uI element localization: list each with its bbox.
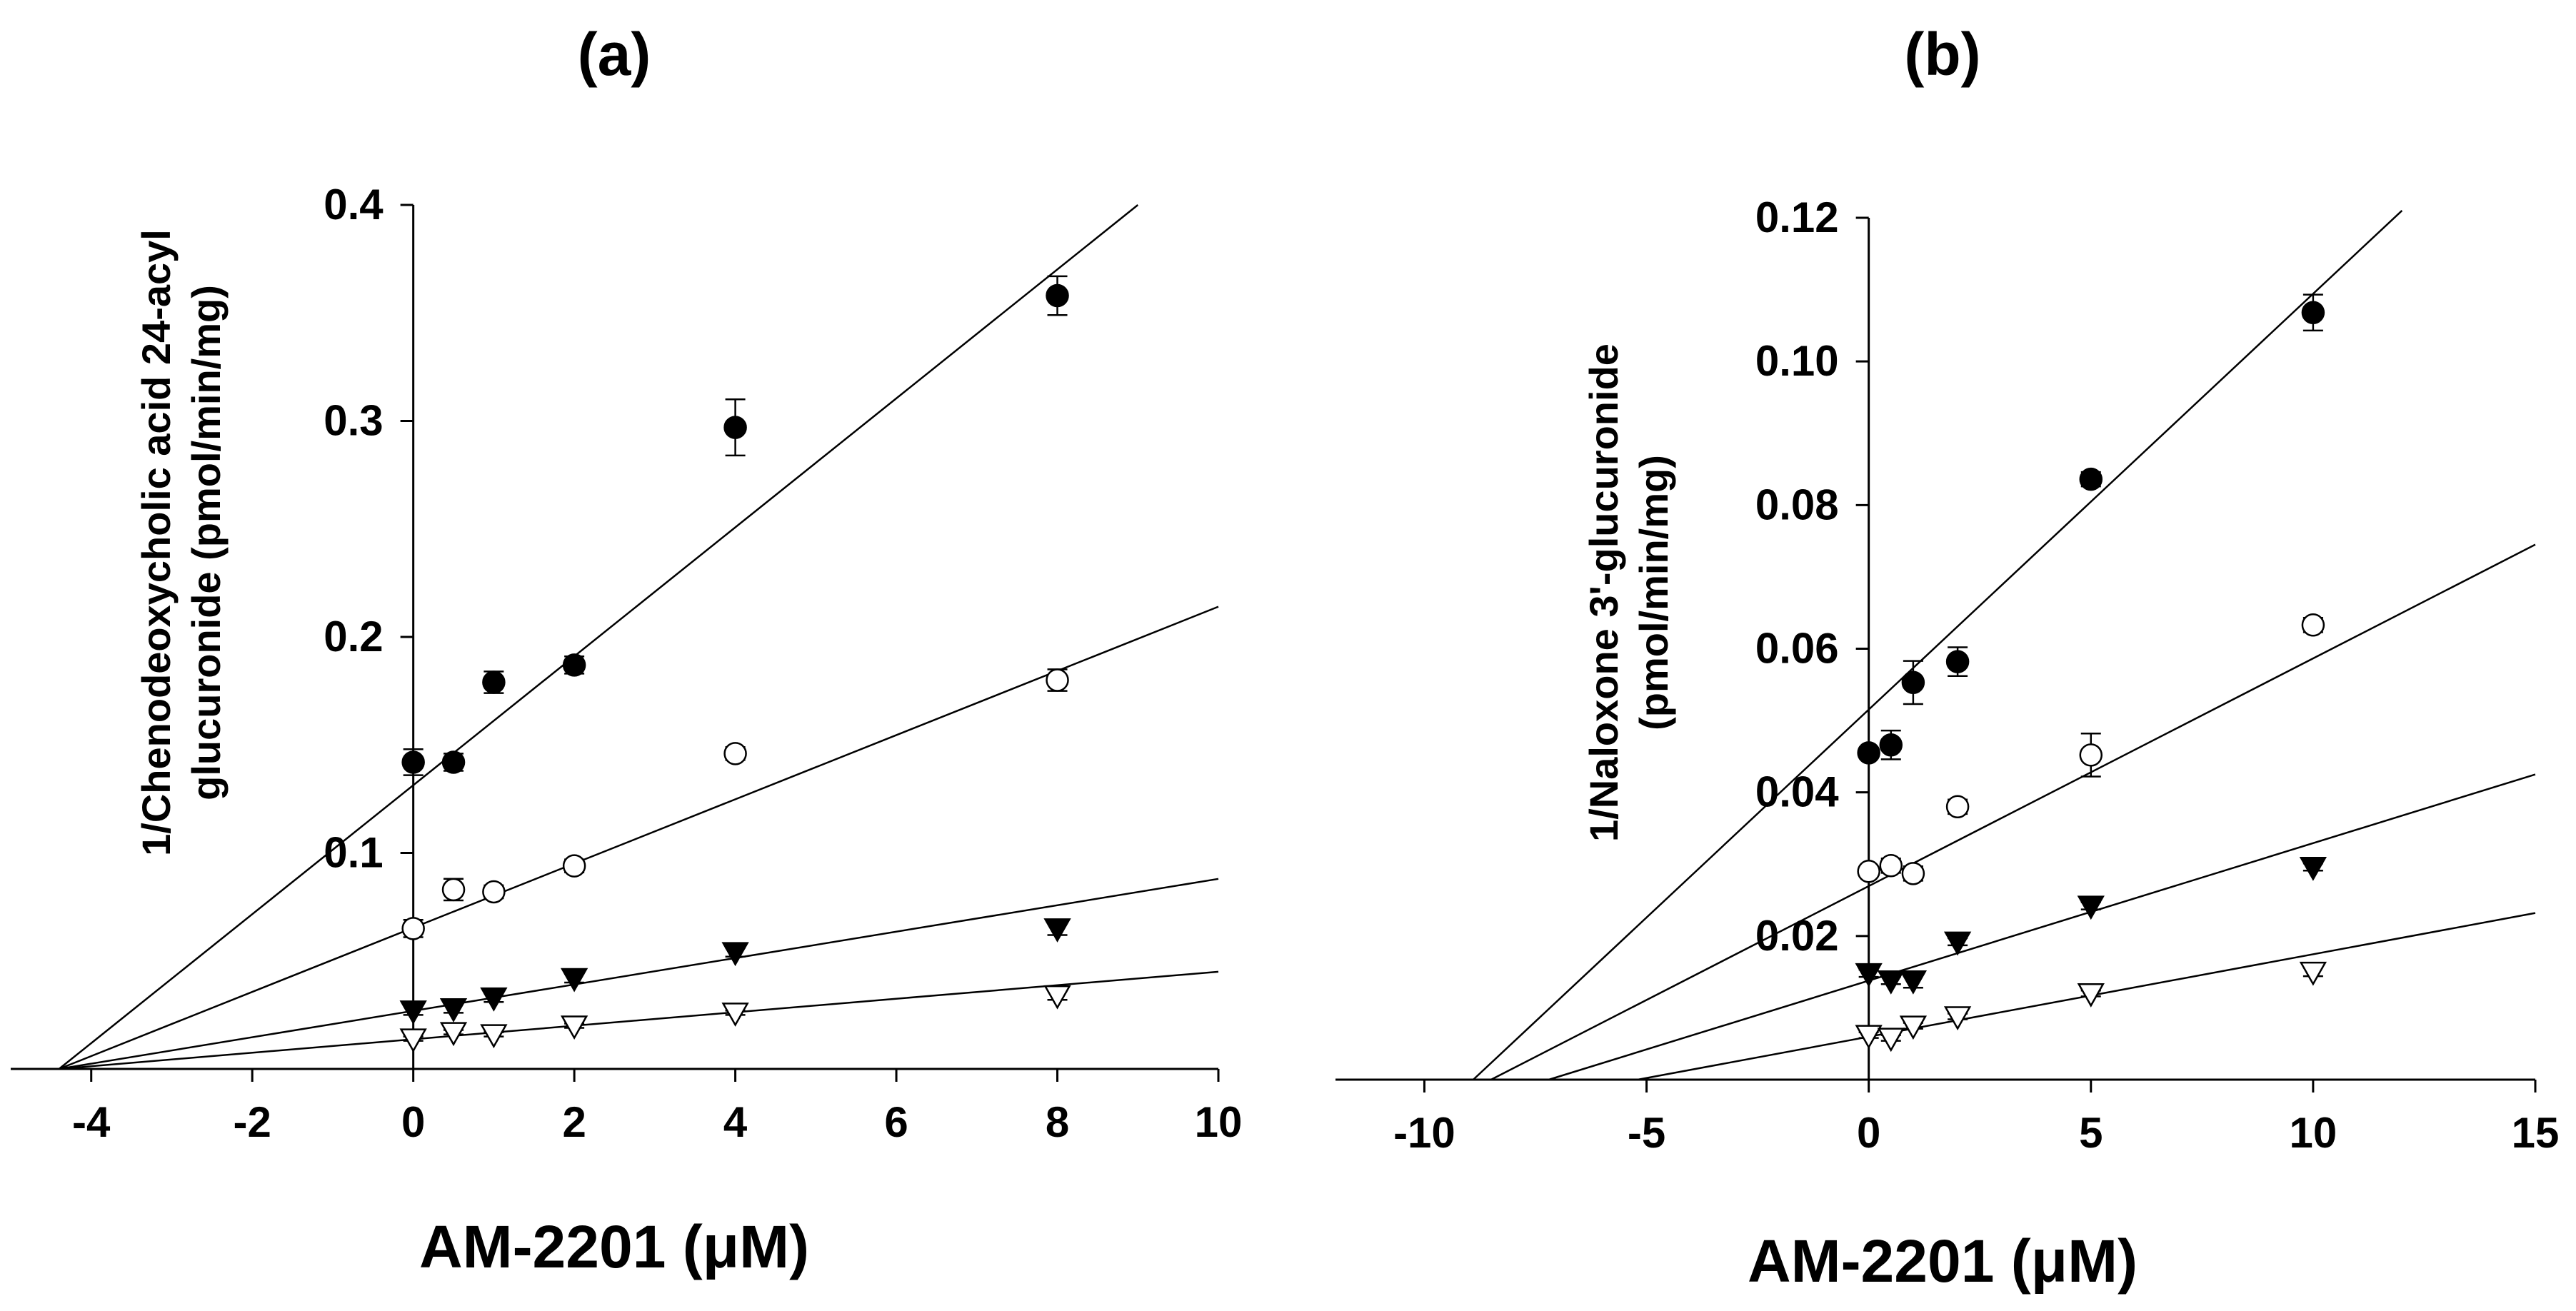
data-point: [2299, 857, 2327, 881]
data-point: [482, 670, 506, 694]
fit-line: [59, 970, 1219, 1070]
x-tick-label: 4: [723, 1098, 748, 1146]
x-tick-label: 5: [2079, 1109, 2103, 1157]
data-point: [1877, 1028, 1905, 1053]
data-point: [2301, 613, 2325, 637]
data-point: [439, 1022, 468, 1047]
x-tick-label: 0: [401, 1098, 425, 1146]
x-tick-label: 10: [2290, 1109, 2337, 1157]
data-point: [1046, 668, 1069, 692]
fit-line: [1490, 543, 2536, 1081]
panel-label: (a): [578, 21, 651, 88]
fit-line: [1548, 773, 2536, 1081]
data-point: [1857, 741, 1880, 765]
data-point: [1877, 970, 1905, 995]
panel-a: (a) -4 -2 0 2 4 6 8 10 0.1 0.2 0.3 0.4 AM-2201 (μM) 1/…: [11, 21, 1242, 1280]
data-point: [401, 750, 425, 774]
data-point: [480, 987, 508, 1012]
data-point: [1879, 854, 1903, 878]
x-tick-label: 6: [884, 1098, 908, 1146]
data-point: [482, 880, 506, 904]
y-tick-label: 0.12: [1755, 194, 1839, 241]
y-tick-label: 0.06: [1755, 625, 1839, 673]
y-axis-title: (pmol/min/mg): [1631, 455, 1676, 730]
data-point: [2079, 467, 2103, 491]
y-tick-label: 0.02: [1755, 912, 1839, 960]
data-point: [560, 1015, 588, 1040]
data-point: [441, 750, 466, 774]
data-point: [1043, 918, 1071, 943]
data-point: [1943, 931, 1972, 956]
data-point: [2077, 983, 2105, 1008]
panel-label: (b): [1904, 21, 1980, 88]
data-point: [441, 878, 466, 902]
y-axis-title: 1/Naloxone 3'-glucuronide: [1581, 343, 1626, 842]
fit-line: [59, 878, 1219, 1070]
x-tick-label: -10: [1393, 1109, 1455, 1157]
data-point: [1857, 860, 1880, 883]
data-point: [1899, 1015, 1928, 1040]
data-point: [2299, 961, 2327, 986]
data-point: [2301, 301, 2325, 325]
data-point: [1945, 650, 1970, 673]
data-point: [2077, 895, 2105, 920]
y-axis-title: glucuronide (pmol/min/mg): [184, 285, 229, 800]
data-point: [2079, 743, 2103, 767]
series-filled-circle: [1473, 210, 2403, 1080]
series-filled-triangle-down: [1548, 773, 2536, 1081]
data-point: [1043, 985, 1071, 1010]
data-point: [721, 1003, 749, 1027]
y-tick-label: 0.08: [1755, 481, 1839, 528]
data-point: [1901, 862, 1925, 885]
fit-line: [58, 204, 1139, 1070]
data-point: [723, 742, 747, 765]
fit-line: [1473, 210, 2403, 1080]
y-axis-title: 1/Chenodeoxycholic acid 24-acyl: [134, 229, 179, 856]
data-point: [399, 1000, 427, 1025]
series-filled-circle: [58, 204, 1139, 1070]
series-filled-triangle-down: [59, 878, 1219, 1070]
data-point: [1855, 963, 1883, 988]
data-point: [723, 416, 747, 439]
x-tick-label: 0: [1857, 1109, 1880, 1157]
data-point: [562, 653, 586, 677]
series-open-circle: [59, 606, 1219, 1070]
data-point: [1855, 1025, 1883, 1050]
y-tick-label: 0.3: [324, 397, 383, 445]
data-point: [399, 1028, 427, 1053]
data-point: [401, 917, 425, 940]
data-point: [480, 1024, 508, 1049]
data-point: [562, 854, 586, 878]
data-point: [1899, 970, 1928, 995]
y-tick-label: 0.10: [1755, 337, 1839, 385]
data-point: [439, 998, 468, 1023]
data-point: [721, 942, 749, 967]
x-tick-label: 2: [562, 1098, 586, 1146]
x-axis-title: AM-2201 (μM): [419, 1213, 809, 1280]
data-point: [1901, 670, 1925, 695]
data-point: [1046, 283, 1069, 308]
series-open-circle: [1490, 543, 2536, 1081]
x-axis-title: AM-2201 (μM): [1748, 1227, 2138, 1295]
x-tick-label: 10: [1195, 1098, 1243, 1146]
data-point: [560, 968, 588, 993]
fit-line: [59, 606, 1219, 1070]
y-tick-label: 0.4: [324, 181, 384, 228]
panel-b: (b)-10 -5 0 5 10 150.020.040.060.080.100.12AM…: [1335, 21, 2559, 1295]
data-point: [1945, 795, 1970, 819]
y-tick-label: 0.1: [324, 829, 383, 877]
data-point: [1943, 1006, 1972, 1031]
x-tick-label: 8: [1046, 1098, 1069, 1146]
x-tick-label: -4: [72, 1098, 111, 1146]
y-tick-label: 0.2: [324, 613, 383, 660]
x-tick-label: 15: [2512, 1109, 2560, 1157]
data-point: [1879, 733, 1903, 757]
series-open-triangle-down: [1637, 912, 2536, 1081]
x-tick-label: -2: [234, 1098, 271, 1146]
series-open-triangle-down: [59, 970, 1219, 1070]
x-tick-label: -5: [1628, 1109, 1665, 1157]
